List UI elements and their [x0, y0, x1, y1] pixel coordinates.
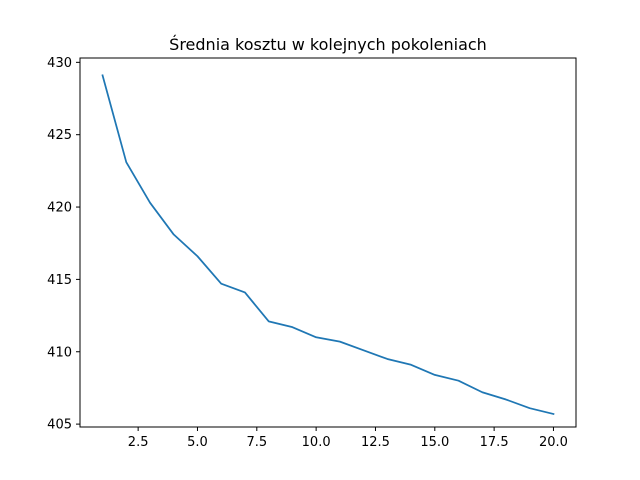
series-line — [101, 74, 555, 416]
y-tick-label: 415 — [47, 273, 72, 288]
x-tick-label: 12.5 — [361, 435, 390, 450]
y-tick-label: 410 — [47, 345, 72, 360]
y-tick-label: 425 — [47, 128, 72, 143]
x-tick-label: 10.0 — [302, 435, 331, 450]
x-tick-label: 5.0 — [187, 435, 208, 450]
x-tick-label: 7.5 — [246, 435, 267, 450]
y-tick-label: 430 — [47, 56, 72, 71]
plot-frame — [79, 57, 577, 428]
x-tick-label: 20.0 — [539, 435, 568, 450]
x-tick-label: 2.5 — [128, 435, 149, 450]
x-tick-label: 17.5 — [480, 435, 509, 450]
x-tick-label: 15.0 — [420, 435, 449, 450]
y-axis: 405 410 415 420 425 430 — [47, 56, 80, 433]
x-axis: 2.5 5.0 7.5 10.0 12.5 15.0 17.5 20.0 — [128, 427, 568, 450]
y-tick-label: 420 — [47, 201, 72, 216]
chart-title: Średnia kosztu w kolejnych pokoleniach — [169, 35, 487, 54]
series-layer — [101, 74, 555, 416]
y-tick-label: 405 — [47, 418, 72, 433]
